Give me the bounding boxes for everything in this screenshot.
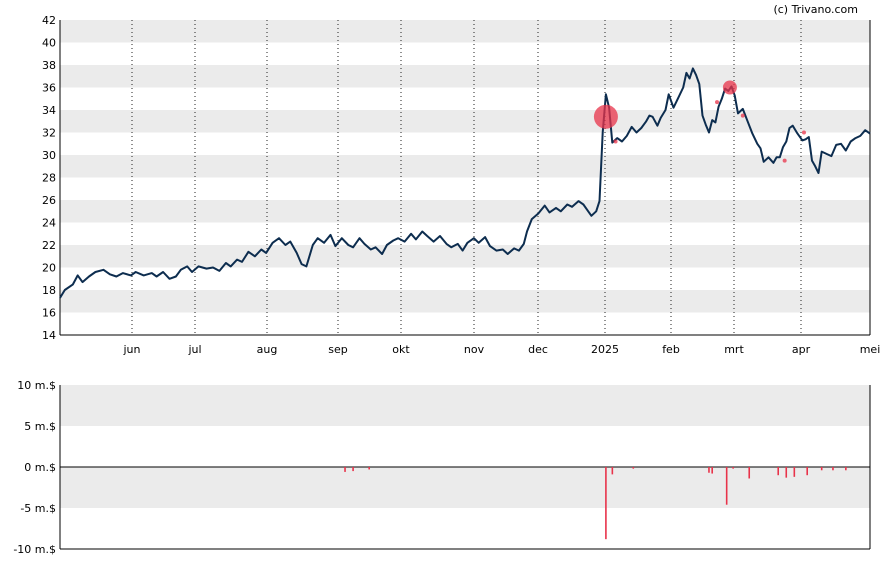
y-tick-label: 16 — [42, 307, 56, 320]
y-tick-label: 40 — [42, 37, 56, 50]
y-tick-label: 36 — [42, 82, 56, 95]
x-tick-label: 2025 — [591, 343, 619, 356]
y-tick-label: 0 m.$ — [24, 461, 56, 474]
y-tick-label: -10 m.$ — [13, 543, 56, 556]
x-tick-label: aug — [257, 343, 278, 356]
trade-marker — [740, 113, 745, 118]
y-tick-label: 30 — [42, 149, 56, 162]
grid-band — [60, 200, 870, 223]
trade-marker — [722, 80, 737, 95]
grid-band — [60, 385, 870, 426]
trade-marker — [613, 139, 618, 144]
y-tick-label: -5 m.$ — [20, 502, 56, 515]
trade-marker — [782, 158, 787, 163]
y-tick-label: 18 — [42, 284, 56, 297]
x-tick-label: feb — [662, 343, 680, 356]
price-line — [59, 67, 871, 299]
trade-marker — [593, 104, 618, 129]
y-tick-label: 22 — [42, 239, 56, 252]
price-panel: jun jul aug sep okt nov dec 2025 feb mrt apr mei 14 1… — [42, 14, 880, 356]
y-tick-label: 5 m.$ — [24, 420, 56, 433]
x-tick-label: dec — [528, 343, 548, 356]
trade-marker — [801, 130, 806, 135]
y-tick-label: 24 — [42, 217, 56, 230]
x-tick-label: mei — [860, 343, 881, 356]
grid-band — [60, 155, 870, 178]
y-tick-label: 26 — [42, 194, 56, 207]
x-tick-label: mrt — [724, 343, 744, 356]
grid-band — [60, 20, 870, 43]
y-tick-label: 20 — [42, 262, 56, 275]
x-tick-label: sep — [328, 343, 347, 356]
x-tick-label: okt — [392, 343, 410, 356]
x-tick-label: apr — [792, 343, 811, 356]
x-tick-label: nov — [464, 343, 485, 356]
y-tick-label: 34 — [42, 104, 56, 117]
grid-band — [60, 110, 870, 133]
y-tick-label: 14 — [42, 329, 56, 342]
y-tick-label: 10 m.$ — [17, 379, 56, 392]
y-tick-label: 28 — [42, 172, 56, 185]
credit-label: (c) Trivano.com — [773, 3, 858, 16]
x-tick-label: jun — [123, 343, 141, 356]
volume-panel: 10 m.$ 5 m.$ 0 m.$ -5 m.$ -10 m.$ — [13, 379, 871, 556]
grid-band — [60, 65, 870, 88]
grid-band — [60, 290, 870, 313]
grid-band — [60, 467, 870, 508]
x-tick-label: jul — [187, 343, 201, 356]
y-tick-label: 32 — [42, 127, 56, 140]
trade-marker — [715, 100, 720, 105]
y-tick-label: 38 — [42, 59, 56, 72]
y-tick-label: 42 — [42, 14, 56, 27]
